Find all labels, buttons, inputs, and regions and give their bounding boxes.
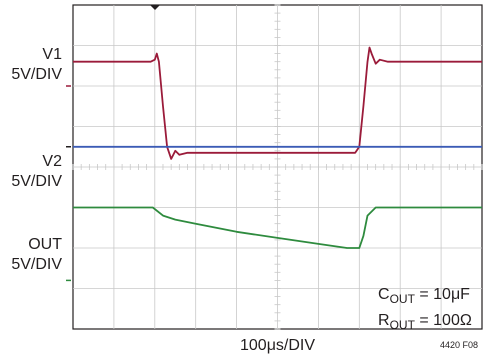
v2-scale: 5V/DIV	[11, 173, 62, 190]
rout-value: = 100Ω	[414, 312, 472, 329]
test-conditions: COUT = 10μF ROUT = 100Ω	[378, 284, 472, 336]
cout-value: = 10μF	[414, 286, 470, 303]
v2-label: V2	[42, 153, 62, 170]
grid	[72, 4, 483, 330]
traces	[73, 46, 482, 249]
v1-scale: 5V/DIV	[11, 66, 62, 83]
rout-line: ROUT = 100Ω	[378, 310, 472, 336]
trace-out	[73, 206, 482, 249]
trace-v1	[73, 46, 482, 160]
figure-id: 4420 F08	[440, 340, 479, 350]
rout-var: R	[378, 312, 390, 329]
trigger-marker-icon	[150, 5, 160, 10]
out-label: OUT	[28, 236, 62, 253]
cout-sub: OUT	[389, 292, 415, 306]
out-scale: 5V/DIV	[11, 256, 62, 273]
rout-sub: OUT	[389, 318, 415, 332]
cout-line: COUT = 10μF	[378, 284, 472, 310]
v1-label: V1	[42, 46, 62, 63]
channel-markers	[66, 85, 71, 282]
x-axis-label: 100μs/DIV	[240, 337, 316, 354]
cout-var: C	[378, 286, 390, 303]
